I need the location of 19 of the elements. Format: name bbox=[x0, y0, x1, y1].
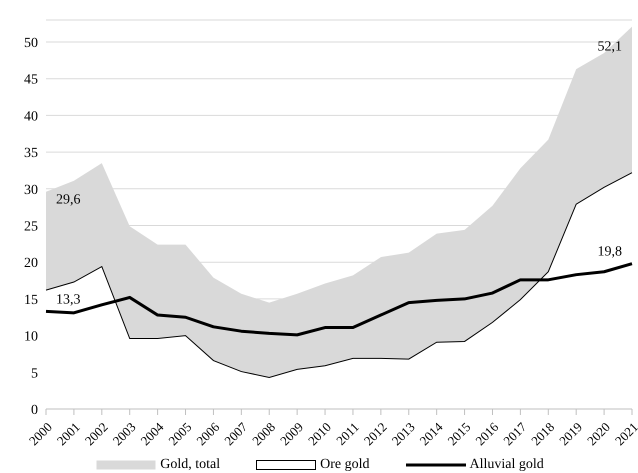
y-tick-label: 35 bbox=[24, 146, 38, 162]
y-tick-label: 25 bbox=[24, 219, 38, 234]
legend-label: Gold, total bbox=[159, 457, 220, 473]
x-tick-label: 2011 bbox=[333, 419, 362, 448]
annotation: 29,6 bbox=[56, 192, 80, 208]
y-tick-label: 45 bbox=[24, 72, 38, 88]
y-tick-label: 5 bbox=[31, 366, 38, 382]
annotation: 13,3 bbox=[56, 292, 80, 308]
annotation: 52,1 bbox=[598, 40, 622, 55]
legend-label: Alluvial gold bbox=[468, 457, 544, 473]
y-tick-label: 10 bbox=[24, 330, 38, 345]
y-tick-label: 20 bbox=[24, 256, 38, 272]
y-tick-label: 15 bbox=[24, 292, 38, 308]
legend-label: Ore gold bbox=[319, 457, 370, 473]
y-tick-label: 40 bbox=[24, 109, 38, 124]
y-tick-label: 50 bbox=[24, 36, 38, 51]
annotation: 19,8 bbox=[598, 244, 622, 260]
y-tick-label: 0 bbox=[31, 402, 38, 418]
y-tick-label: 30 bbox=[24, 182, 38, 198]
